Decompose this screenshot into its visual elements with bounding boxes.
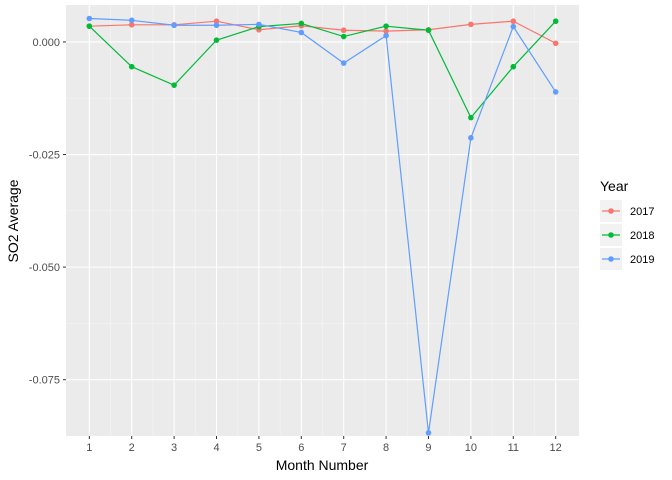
data-point-2017 — [213, 18, 220, 25]
legend-title: Year — [600, 178, 629, 194]
series-line-2019 — [89, 17, 557, 433]
legend-item-2018: 2018 — [600, 224, 654, 246]
data-point-2018 — [552, 18, 559, 25]
data-point-2019 — [340, 60, 347, 66]
data-point-2019 — [383, 32, 389, 39]
data-point-2019 — [552, 89, 559, 95]
data-point-2019 — [171, 22, 177, 29]
series-layer — [86, 15, 559, 436]
data-point-2017 — [383, 28, 389, 34]
major-gridlines — [66, 5, 579, 436]
data-point-2018 — [468, 114, 474, 121]
y-tick-label: 0.000 — [32, 37, 60, 49]
x-tick-label: 4 — [213, 442, 219, 454]
data-point-2018 — [128, 63, 135, 70]
axis-ticks — [63, 41, 557, 439]
x-tick-label: 1 — [86, 442, 92, 454]
data-point-2018 — [213, 37, 220, 43]
series-line-2018 — [88, 20, 557, 119]
data-point-2019 — [128, 17, 135, 24]
legend: Year 2017 2018 2019 — [600, 178, 654, 270]
x-tick-label: 2 — [129, 442, 135, 454]
legend-label: 2017 — [630, 206, 654, 218]
data-point-2017 — [340, 27, 347, 34]
data-point-2018 — [340, 33, 347, 40]
x-tick-label: 5 — [256, 442, 262, 454]
data-point-2019 — [298, 29, 305, 36]
legend-item-2017: 2017 — [600, 200, 654, 222]
data-point-2019 — [425, 430, 432, 436]
data-point-2018 — [86, 23, 93, 29]
y-axis-title: SO2 Average — [5, 179, 21, 262]
data-point-2019 — [510, 23, 517, 30]
legend-key-point — [608, 208, 614, 214]
data-point-2018 — [510, 63, 517, 70]
data-point-2018 — [425, 27, 432, 34]
x-tick-label: 10 — [465, 442, 477, 454]
data-point-2017 — [552, 40, 559, 47]
legend-items: 2017 2018 2019 — [600, 200, 654, 270]
legend-label: 2018 — [630, 230, 654, 242]
x-tick-label: 11 — [508, 442, 519, 454]
x-tick-label: 7 — [341, 442, 347, 454]
data-point-2017 — [468, 21, 474, 28]
legend-item-2019: 2019 — [600, 248, 654, 270]
legend-label: 2019 — [630, 254, 654, 266]
minor-gridlines — [66, 5, 579, 436]
data-point-2019 — [256, 21, 262, 28]
x-tick-label: 9 — [425, 442, 431, 454]
data-point-2019 — [86, 15, 93, 22]
y-tick-labels: 0.000 -0.025 -0.050 -0.075 — [29, 37, 60, 387]
legend-key-point — [608, 232, 614, 238]
data-point-2018 — [171, 82, 177, 88]
x-tick-label: 12 — [550, 442, 562, 454]
legend-key-point — [608, 256, 614, 262]
y-tick-label: -0.050 — [29, 262, 60, 274]
x-tick-label: 8 — [383, 442, 389, 454]
y-tick-label: -0.025 — [29, 150, 60, 162]
data-point-2017 — [510, 18, 517, 25]
x-tick-labels: 1 2 3 4 5 6 7 8 9 10 11 12 — [86, 442, 562, 454]
y-tick-label: -0.075 — [29, 375, 60, 387]
data-point-2019 — [468, 135, 474, 141]
x-tick-label: 3 — [171, 442, 177, 454]
data-point-2018 — [298, 20, 305, 27]
data-point-2018 — [383, 23, 389, 29]
data-point-2019 — [213, 22, 220, 29]
x-tick-label: 6 — [298, 442, 304, 454]
data-point-2017 — [128, 22, 135, 28]
x-axis-title: Month Number — [276, 457, 369, 473]
